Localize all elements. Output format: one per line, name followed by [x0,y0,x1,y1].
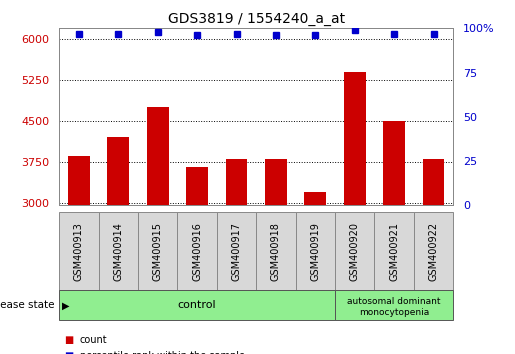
Text: ▶: ▶ [62,300,70,310]
Bar [296,212,335,290]
Bar [226,159,247,354]
Bar [177,212,217,290]
Bar [108,137,129,354]
Bar [383,121,405,354]
Text: GSM400916: GSM400916 [192,222,202,281]
Bar [256,212,296,290]
Text: GSM400913: GSM400913 [74,222,84,281]
Text: percentile rank within the sample: percentile rank within the sample [80,351,245,354]
Text: GSM400914: GSM400914 [113,222,123,281]
Bar [335,212,374,290]
Text: autosomal dominant: autosomal dominant [347,297,441,306]
Bar [186,167,208,354]
Bar [374,212,414,290]
Bar [344,72,366,354]
Bar [68,156,90,354]
Text: GSM400921: GSM400921 [389,222,399,281]
Text: GSM400918: GSM400918 [271,222,281,281]
Bar [335,290,453,320]
Text: ■: ■ [64,335,74,345]
Bar [423,159,444,354]
Bar [414,212,453,290]
Text: GSM400915: GSM400915 [153,222,163,281]
Text: GSM400919: GSM400919 [311,222,320,281]
Bar [265,159,287,354]
Title: GDS3819 / 1554240_a_at: GDS3819 / 1554240_a_at [168,12,345,26]
Bar [147,107,168,354]
Text: GSM400922: GSM400922 [428,222,438,281]
Text: count: count [80,335,108,345]
Text: control: control [178,300,216,310]
Bar [59,290,335,320]
Bar [217,212,256,290]
Text: ■: ■ [64,351,74,354]
Text: monocytopenia: monocytopenia [359,308,429,317]
Bar [59,212,99,290]
Bar [304,192,326,354]
Text: GSM400920: GSM400920 [350,222,359,281]
Bar [138,212,177,290]
Text: disease state: disease state [0,300,54,310]
Text: GSM400917: GSM400917 [232,222,242,281]
Bar [99,212,138,290]
